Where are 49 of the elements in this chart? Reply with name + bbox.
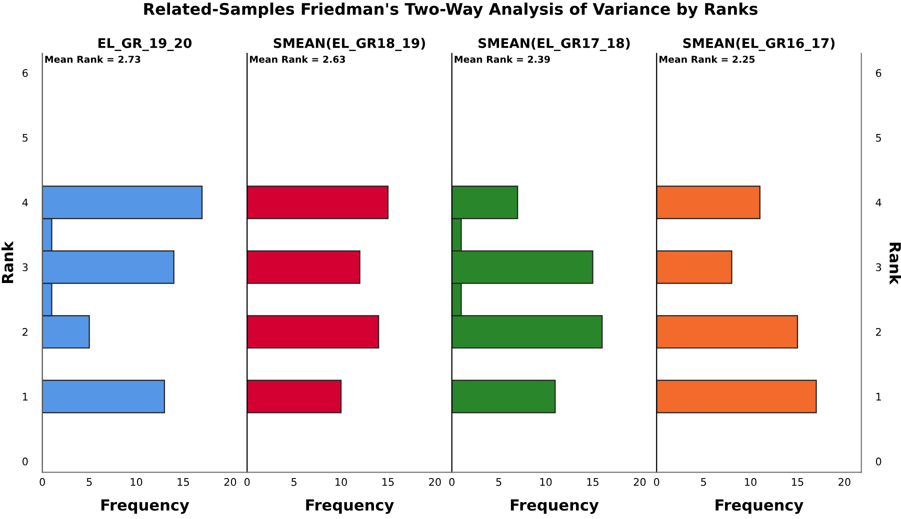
x-tick-label: 10 xyxy=(540,478,552,486)
chart-subtitle: EL_GR_19_20 xyxy=(98,38,192,52)
x-tick-label: 10 xyxy=(336,478,347,486)
x-tick-label: 10 xyxy=(130,478,142,486)
y-tick-label: 1 xyxy=(876,392,881,401)
annotation: Mean Rank = 2.25 xyxy=(660,56,755,63)
x-tick-label: 20 xyxy=(838,478,850,486)
x-tick-label: 20 xyxy=(224,478,236,486)
y-tick-label: 2 xyxy=(876,328,881,336)
annotation: Mean Rank = 2.39 xyxy=(454,56,550,63)
x-axis-title: Frequency xyxy=(510,499,599,514)
x-tick-label: 15 xyxy=(792,478,804,486)
y-tick-label: 1 xyxy=(22,392,28,401)
x-tick-label: 5 xyxy=(701,478,706,486)
y-tick-label: 0 xyxy=(876,458,882,466)
x-axis-title: Frequency xyxy=(716,499,804,514)
x-axis-title: Frequency xyxy=(101,499,190,514)
x-tick-label: 5 xyxy=(86,478,92,486)
y-tick-label: 0 xyxy=(22,458,28,466)
y-tick-label: 3 xyxy=(22,263,28,272)
annotation: Mean Rank = 2.73 xyxy=(45,56,140,63)
y-tick-label: 6 xyxy=(22,69,28,77)
x-tick-label: 20 xyxy=(634,478,646,486)
y-tick-label: 6 xyxy=(876,69,882,77)
x-tick-label: 10 xyxy=(745,478,756,486)
x-tick-label: 5 xyxy=(496,478,502,486)
chart-subtitle: SMEAN(EL_GR18_19) xyxy=(274,38,425,52)
x-tick-label: 15 xyxy=(178,478,189,486)
chart-subtitle: SMEAN(EL_GR16_17) xyxy=(683,38,834,52)
x-tick-label: 0 xyxy=(244,478,250,486)
x-tick-label: 5 xyxy=(292,478,296,486)
x-tick-label: 0 xyxy=(654,478,660,486)
y-axis-title: Rank xyxy=(889,242,901,285)
x-tick-label: 20 xyxy=(429,478,441,486)
x-axis-title: Frequency xyxy=(306,499,394,514)
y-tick-label: 4 xyxy=(22,198,28,206)
annotation: Mean Rank = 2.63 xyxy=(250,56,346,63)
x-tick-label: 15 xyxy=(587,478,598,486)
y-tick-label: 2 xyxy=(22,328,28,336)
y-tick-label: 5 xyxy=(22,134,28,142)
y-tick-label: 3 xyxy=(876,263,882,272)
x-tick-label: 0 xyxy=(40,478,45,486)
y-tick-label: 4 xyxy=(876,198,882,206)
y-axis-title: Rank xyxy=(1,241,14,284)
x-tick-label: 15 xyxy=(382,478,394,486)
y-tick-label: 5 xyxy=(876,134,881,142)
x-tick-label: 0 xyxy=(449,478,454,486)
text: Related-Samples Friedman's Two-Way Analysis of Variance by Ranks xyxy=(144,2,758,18)
chart-subtitle: SMEAN(EL_GR17_18) xyxy=(478,38,630,52)
